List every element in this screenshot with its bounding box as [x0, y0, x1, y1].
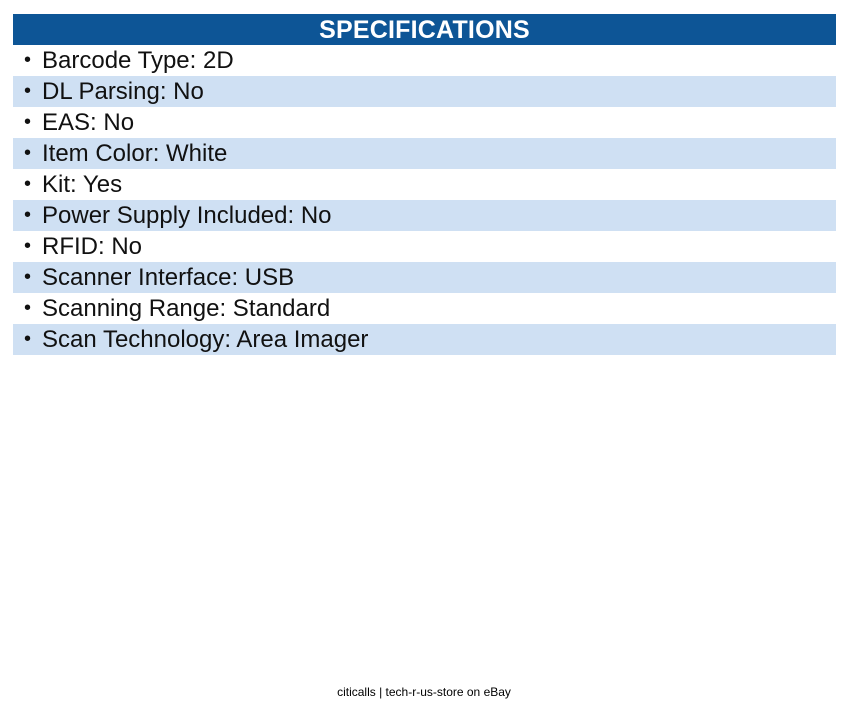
spec-row: • Scanner Interface: USB [13, 262, 836, 293]
spec-text: Scan Technology: Area Imager [42, 325, 369, 353]
spec-row: • Kit: Yes [13, 169, 836, 200]
spec-text: Power Supply Included: No [42, 201, 332, 229]
spec-text: EAS: No [42, 108, 135, 136]
spec-row: • EAS: No [13, 107, 836, 138]
spec-row: • Power Supply Included: No [13, 200, 836, 231]
spec-text: Barcode Type: 2D [42, 46, 234, 74]
bullet-icon: • [23, 266, 31, 288]
spec-text: Kit: Yes [42, 170, 123, 198]
spec-row: • RFID: No [13, 231, 836, 262]
bullet-icon: • [23, 328, 31, 350]
spec-text: Item Color: White [42, 139, 228, 167]
bullet-icon: • [23, 111, 31, 133]
spec-list: • Barcode Type: 2D • DL Parsing: No • EA… [13, 45, 836, 355]
spec-row: • Scan Technology: Area Imager [13, 324, 836, 355]
spec-row: • DL Parsing: No [13, 76, 836, 107]
specifications-table: SPECIFICATIONS • Barcode Type: 2D • DL P… [13, 14, 836, 355]
spec-text: DL Parsing: No [42, 77, 204, 105]
footer-credit: citicalls | tech-r-us-store on eBay [337, 685, 511, 699]
bullet-icon: • [23, 142, 31, 164]
bullet-icon: • [23, 297, 31, 319]
bullet-icon: • [23, 173, 31, 195]
spec-text: Scanning Range: Standard [42, 294, 331, 322]
bullet-icon: • [23, 80, 31, 102]
spec-row: • Barcode Type: 2D [13, 45, 836, 76]
bullet-icon: • [23, 235, 31, 257]
spec-row: • Scanning Range: Standard [13, 293, 836, 324]
spec-text: Scanner Interface: USB [42, 263, 295, 291]
spec-row: • Item Color: White [13, 138, 836, 169]
bullet-icon: • [23, 49, 31, 71]
spec-text: RFID: No [42, 232, 143, 260]
specifications-heading: SPECIFICATIONS [13, 14, 836, 45]
bullet-icon: • [23, 204, 31, 226]
